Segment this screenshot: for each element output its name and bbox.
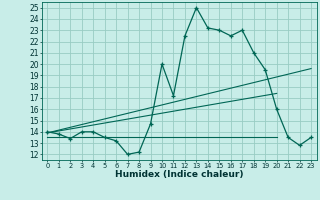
X-axis label: Humidex (Indice chaleur): Humidex (Indice chaleur) (115, 170, 244, 179)
